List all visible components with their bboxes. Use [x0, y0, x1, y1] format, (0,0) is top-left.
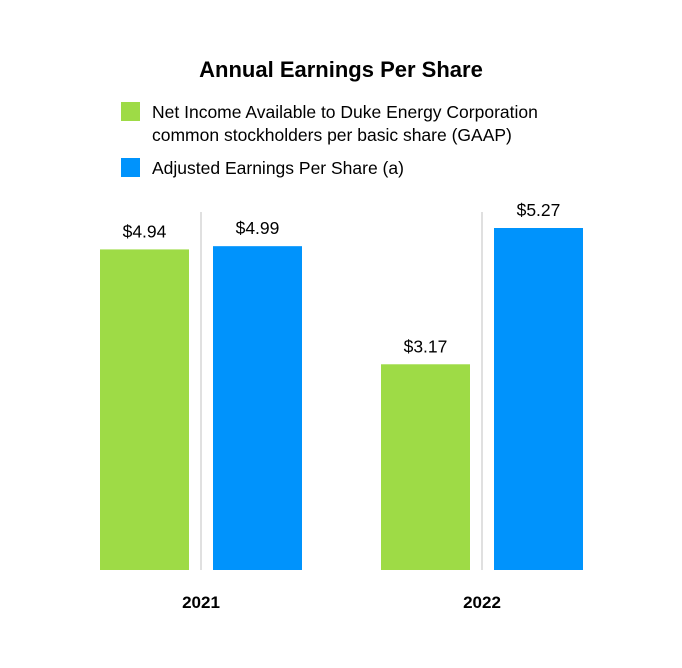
bar-adjusted-2022 [494, 228, 583, 570]
legend: Net Income Available to Duke Energy Corp… [121, 101, 591, 190]
legend-item-gaap: Net Income Available to Duke Energy Corp… [121, 101, 591, 147]
data-label-adjusted-2022: $5.27 [517, 200, 561, 220]
data-label-gaap-2022: $3.17 [404, 336, 448, 356]
legend-label-gaap: Net Income Available to Duke Energy Corp… [152, 102, 538, 145]
legend-item-adjusted: Adjusted Earnings Per Share (a) [121, 157, 591, 180]
data-label-gaap-2021: $4.94 [123, 221, 167, 241]
chart-title: Annual Earnings Per Share [199, 57, 483, 82]
legend-swatch-adjusted [121, 158, 140, 177]
legend-swatch-gaap [121, 102, 140, 121]
data-label-adjusted-2021: $4.99 [236, 218, 280, 238]
bar-adjusted-2021 [213, 246, 302, 570]
bar-gaap-2022 [381, 364, 470, 570]
category-label-2021: 2021 [182, 593, 220, 612]
legend-label-adjusted: Adjusted Earnings Per Share (a) [152, 158, 404, 178]
category-label-2022: 2022 [463, 593, 501, 612]
bar-gaap-2021 [100, 249, 189, 570]
